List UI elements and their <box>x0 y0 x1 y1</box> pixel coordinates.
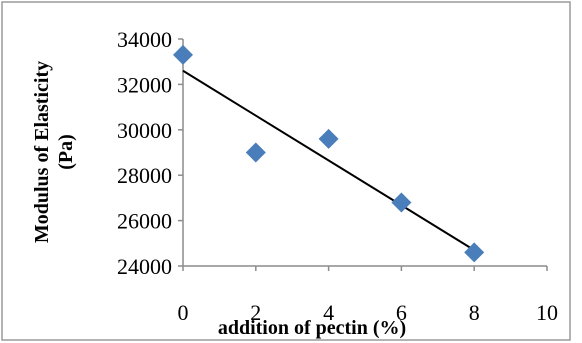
y-axis-title-line: (Pa) <box>55 134 77 170</box>
x-tick-label: 10 <box>536 300 558 325</box>
x-tick-label: 0 <box>178 300 189 325</box>
y-tick-label: 24000 <box>117 254 172 279</box>
x-tick-label: 8 <box>469 300 480 325</box>
data-point <box>318 128 339 149</box>
x-axis-title: addition of pectin (%) <box>218 317 406 339</box>
data-point <box>173 44 193 65</box>
x-tick-label: 4 <box>323 300 334 325</box>
data-point <box>245 142 266 163</box>
data-points <box>173 44 485 263</box>
y-axis-title: Modulus of Elasticity (Pa) <box>31 61 77 243</box>
x-tick-label: 2 <box>250 300 261 325</box>
x-tick-label: 6 <box>396 300 407 325</box>
y-tick-label: 28000 <box>117 163 172 188</box>
y-axis-title-text: Modulus of Elasticity (Pa) <box>31 61 77 243</box>
y-ticks: 24000 26000 28000 30000 32000 34000 <box>117 27 183 279</box>
y-tick-label: 26000 <box>117 209 172 234</box>
data-point <box>464 242 485 263</box>
y-tick-label: 34000 <box>117 27 172 52</box>
trendline <box>182 69 475 251</box>
y-axis-title-line: Modulus of Elasticity <box>31 61 53 243</box>
x-ticks: 0 2 4 6 8 10 <box>178 266 558 325</box>
y-tick-label: 30000 <box>117 118 172 143</box>
chart-border <box>1 1 571 341</box>
y-tick-label: 32000 <box>117 72 172 97</box>
data-point <box>391 192 412 213</box>
